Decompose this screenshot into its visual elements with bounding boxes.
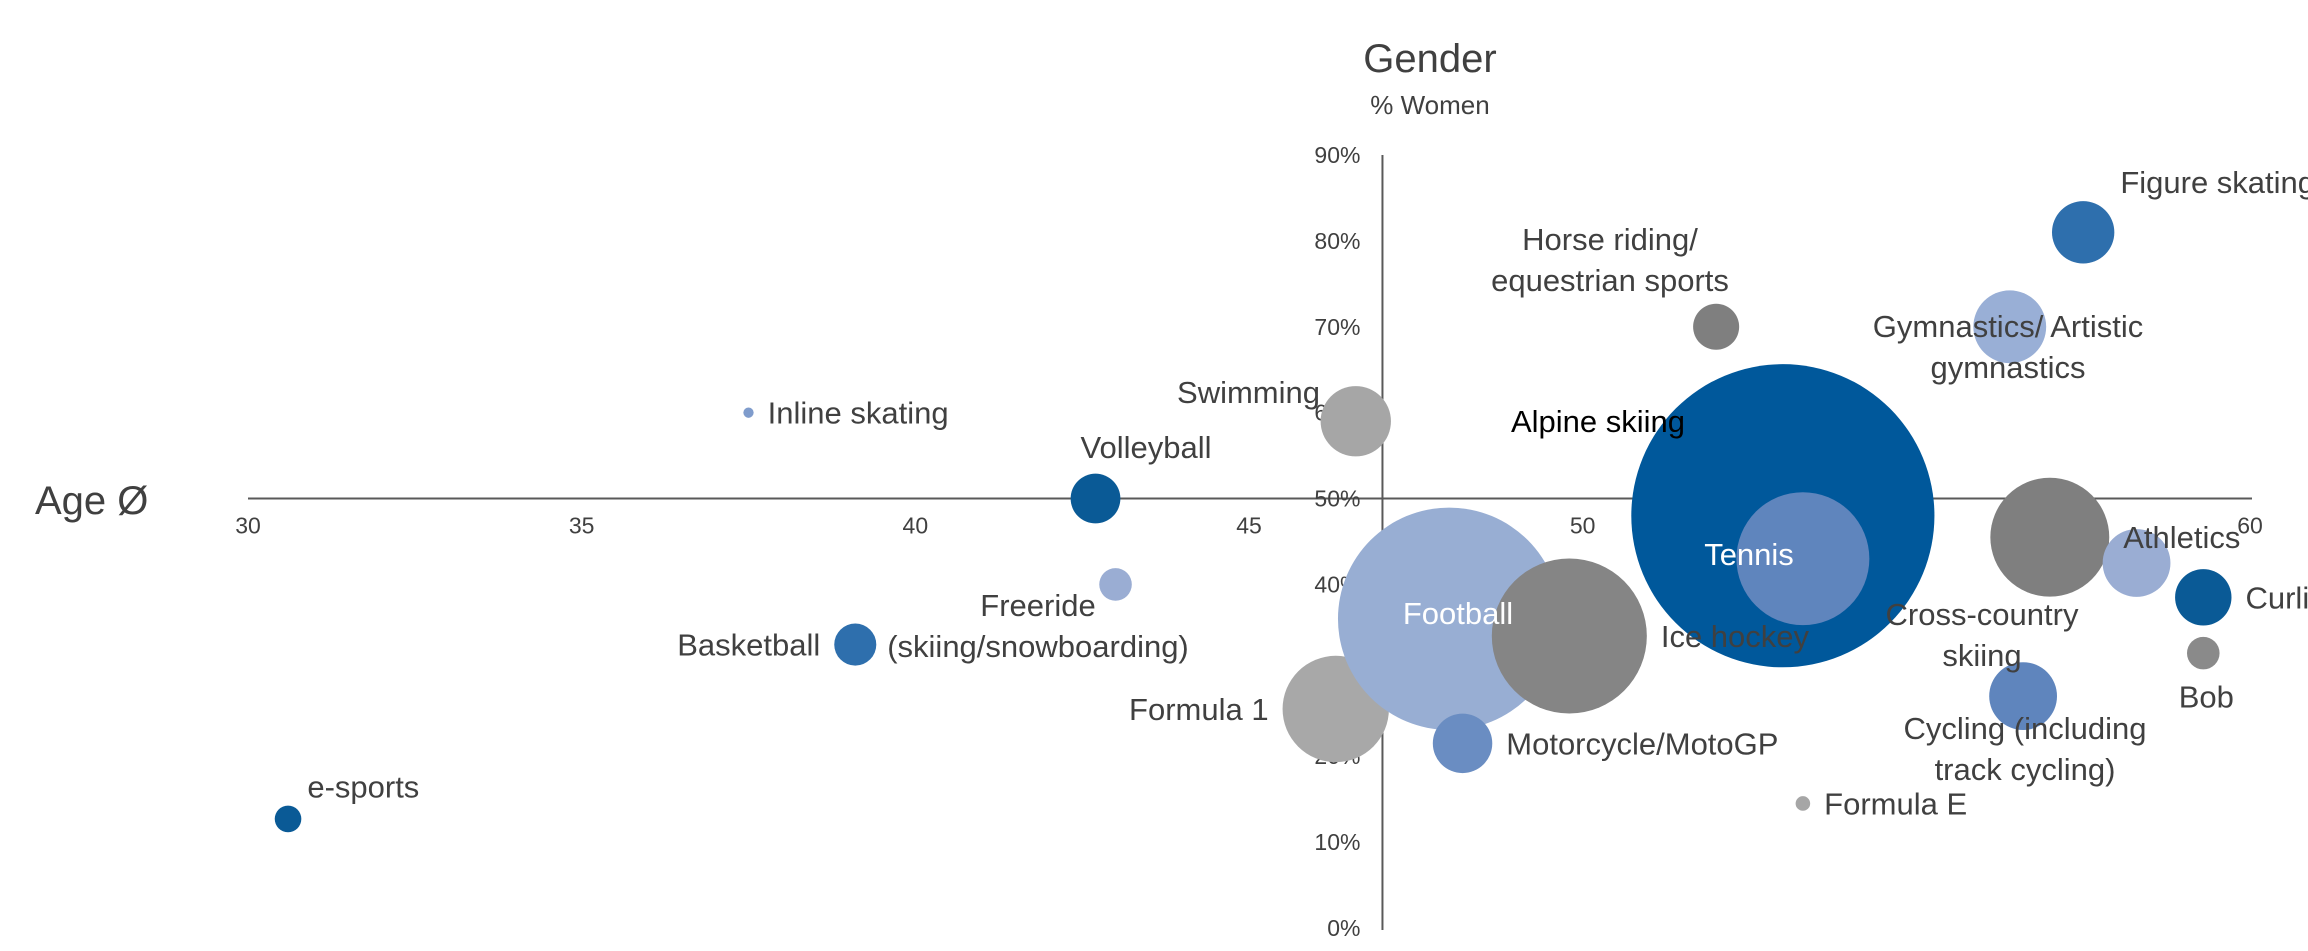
y-tick-labels: 0%10%20%30%40%50%60%70%80%90% [1314, 142, 1360, 941]
bubble-tennis [1736, 492, 1870, 626]
label-basketball: Basketball [677, 628, 820, 663]
bubble-swimming [1320, 386, 1391, 457]
y-tick-label: 90% [1314, 142, 1360, 168]
x-tick-label: 50 [1570, 513, 1596, 539]
label-motorcycle-motogp: Motorcycle/MotoGP [1506, 726, 1778, 761]
bubble-motorcycle-motogp [1432, 713, 1493, 774]
bubble-freeride-skiing-snowboarding [1099, 568, 1132, 601]
bubble-cycling-including-track-cycling [1989, 662, 2057, 730]
bubble-curling [2175, 569, 2232, 626]
label-cycling-including-track-cycling: Cycling (including track cycling) [1904, 711, 2147, 787]
label-formula-1: Formula 1 [1129, 692, 1269, 727]
label-athletics: Athletics [2123, 520, 2240, 555]
bubble-volleyball [1070, 473, 1121, 524]
x-tick-label: 40 [903, 513, 929, 539]
y-tick-label: 0% [1327, 915, 1360, 941]
bubble-bob [2187, 636, 2220, 670]
label-football: Football [1403, 596, 1513, 631]
bubble-gymnastics-artistic-gymnastics [1973, 290, 2047, 364]
label-bob: Bob [2179, 679, 2234, 714]
label-freeride-skiing-snowboarding: Freeride (skiing/snowboarding) [887, 588, 1189, 664]
x-tick-label: 30 [235, 513, 261, 539]
x-tick-labels: 30354045505560 [235, 513, 2263, 539]
label-volleyball: Volleyball [1081, 430, 1212, 465]
bubble-ice-hockey [1491, 558, 1647, 714]
bubble-formula-e [1795, 796, 1811, 811]
label-cross-country-skiing: Cross-country skiing [1886, 597, 2079, 673]
chart-title: Gender [1363, 37, 1496, 81]
label-inline-skating: Inline skating [768, 396, 949, 431]
y-tick-label: 70% [1314, 314, 1360, 340]
y-tick-label: 10% [1314, 829, 1360, 855]
label-alpine-skiing: Alpine skiing [1511, 404, 1685, 439]
label-swimming: Swimming [1177, 375, 1320, 410]
x-axis-label: Age Ø [35, 479, 148, 523]
bubble-inline-skating [743, 407, 754, 418]
y-tick-label: 80% [1314, 228, 1360, 254]
label-formula-e: Formula E [1824, 786, 1967, 821]
y-tick-label: 50% [1314, 486, 1360, 512]
label-horse-riding-equestrian-sports: Horse riding/equestrian sports [1491, 222, 1729, 298]
x-tick-label: 35 [569, 513, 595, 539]
bubble-athletics [1990, 477, 2110, 597]
label-tennis: Tennis [1704, 537, 1794, 572]
label-figure-skating: Figure skating [2120, 165, 2308, 200]
bubble-basketball [834, 623, 877, 666]
label-e-sports: e-sports [307, 770, 419, 805]
x-tick-label: 45 [1236, 513, 1262, 539]
label-curling: Curling [2245, 580, 2308, 615]
bubble-e-sports [274, 805, 302, 833]
bubbles [274, 201, 2232, 833]
label-ice-hockey: Ice hockey [1661, 619, 1810, 654]
label-gymnastics-artistic-gymnastics: Gymnastics/ Artistic gymnastics [1873, 309, 2143, 385]
bubble-figure-skating [2051, 201, 2115, 264]
point-labels: e-sports Inline skating Basketball Volleyba… [307, 165, 2308, 821]
x-tick-label: 60 [2237, 513, 2263, 539]
chart-subtitle: % Women [1370, 90, 1489, 120]
bubble-horse-riding-equestrian-sports [1693, 303, 1740, 350]
bubble-cross-country-skiing [2102, 529, 2171, 597]
